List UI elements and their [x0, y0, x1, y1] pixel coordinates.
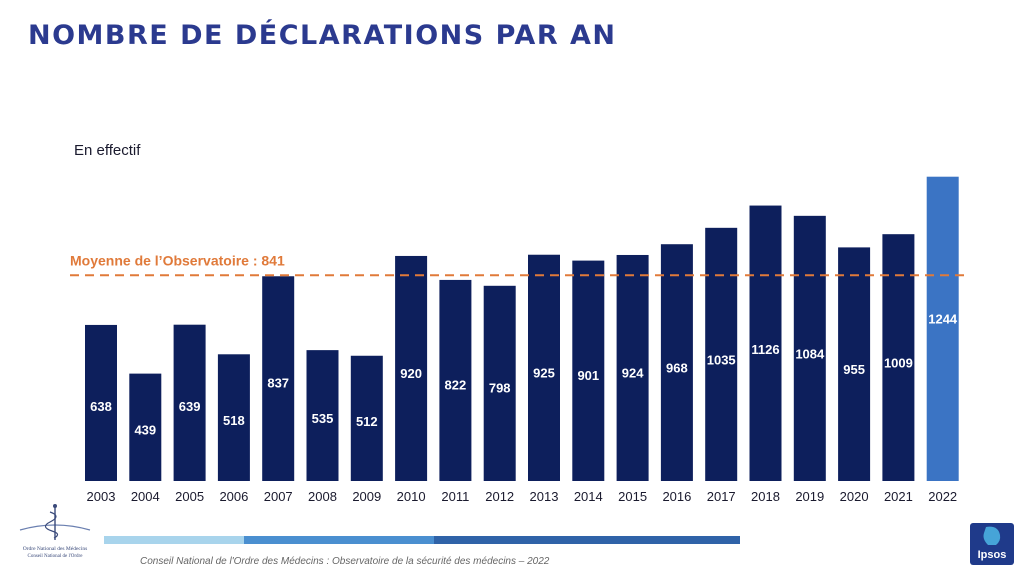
- x-tick-label: 2007: [264, 489, 293, 504]
- x-tick-label: 2011: [441, 489, 469, 504]
- x-tick-label: 2017: [707, 489, 736, 504]
- x-tick-label: 2020: [840, 489, 869, 504]
- bar-value-label: 924: [622, 366, 644, 381]
- x-tick-label: 2021: [884, 489, 913, 504]
- chart-subtitle: En effectif: [74, 142, 141, 159]
- bar-value-label: 837: [267, 376, 289, 391]
- bar-2004: [129, 373, 162, 481]
- bar-2011: [439, 279, 472, 481]
- bar-2010: [395, 255, 428, 481]
- bar-value-label: 920: [400, 366, 422, 381]
- bar-2006: [217, 354, 250, 481]
- bar-value-label: 955: [843, 362, 865, 377]
- bar-2008: [306, 350, 339, 481]
- bar-2003: [85, 324, 117, 481]
- x-tick-label: 2003: [87, 489, 116, 504]
- footer-accent-bar-dark: [434, 536, 740, 544]
- ordre-medecins-logo: Ordre National des Médecins Conseil Nati…: [10, 500, 100, 565]
- bar-2017: [705, 227, 738, 481]
- bar-2007: [262, 276, 295, 481]
- bar-value-label: 439: [134, 422, 156, 437]
- bar-value-label: 639: [179, 399, 201, 414]
- x-tick-label: 2016: [662, 489, 691, 504]
- average-line-label: Moyenne de l’Observatoire : 841: [70, 252, 285, 268]
- x-tick-label: 2012: [485, 489, 514, 504]
- ipsos-head-icon: [983, 526, 1001, 545]
- bar-2012: [483, 285, 516, 481]
- x-tick-label: 2004: [131, 489, 160, 504]
- bar-value-label: 968: [666, 360, 688, 375]
- x-tick-label: 2015: [618, 489, 647, 504]
- footer-accent-bar-light: [104, 536, 244, 544]
- ipsos-logo: Ipsos: [970, 523, 1014, 565]
- bar-2020: [838, 247, 871, 481]
- bar-value-label: 1009: [884, 356, 913, 371]
- bar-value-label: 1244: [928, 312, 958, 327]
- bar-value-label: 1126: [751, 342, 779, 357]
- x-tick-label: 2014: [574, 489, 603, 504]
- x-tick-label: 2013: [530, 489, 559, 504]
- bar-value-label: 925: [533, 365, 555, 380]
- bar-value-label: 518: [223, 413, 245, 428]
- bar-value-label: 1084: [795, 347, 825, 362]
- bar-2013: [528, 254, 560, 481]
- x-tick-label: 2022: [928, 489, 957, 504]
- bar-2019: [793, 215, 826, 482]
- bar-value-label: 798: [489, 380, 511, 395]
- x-tick-label: 2010: [397, 489, 426, 504]
- caduceus-icon: [19, 504, 91, 540]
- logo-line-2: Conseil National de l'Ordre: [27, 554, 83, 559]
- x-tick-label: 2018: [751, 489, 780, 504]
- x-tick-label: 2005: [175, 489, 204, 504]
- x-tick-label: 2008: [308, 489, 337, 504]
- bar-value-label: 638: [90, 399, 112, 414]
- footer-source: Conseil National de l'Ordre des Médecins…: [140, 556, 550, 567]
- bar-2015: [616, 254, 649, 481]
- bar-2005: [173, 324, 206, 481]
- bar-2022: [926, 176, 959, 481]
- bar-value-label: 512: [356, 414, 378, 429]
- bar-value-label: 1035: [707, 352, 736, 367]
- footer-accent-bar-medium: [244, 536, 434, 544]
- x-tick-label: 2019: [795, 489, 824, 504]
- bar-value-label: 535: [312, 411, 334, 426]
- bar-value-label: 901: [577, 368, 599, 383]
- x-tick-label: 2006: [219, 489, 248, 504]
- ipsos-logo-text: Ipsos: [977, 549, 1007, 561]
- bar-2016: [660, 244, 693, 481]
- bar-2018: [749, 205, 782, 481]
- x-tick-label: 2009: [352, 489, 381, 504]
- logo-line-1: Ordre National des Médecins: [22, 546, 88, 552]
- bar-2009: [350, 355, 383, 481]
- page-title: NOMBRE DE DÉCLARATIONS PAR AN: [28, 20, 617, 51]
- bar-value-label: 822: [445, 377, 467, 392]
- bar-2014: [572, 260, 605, 481]
